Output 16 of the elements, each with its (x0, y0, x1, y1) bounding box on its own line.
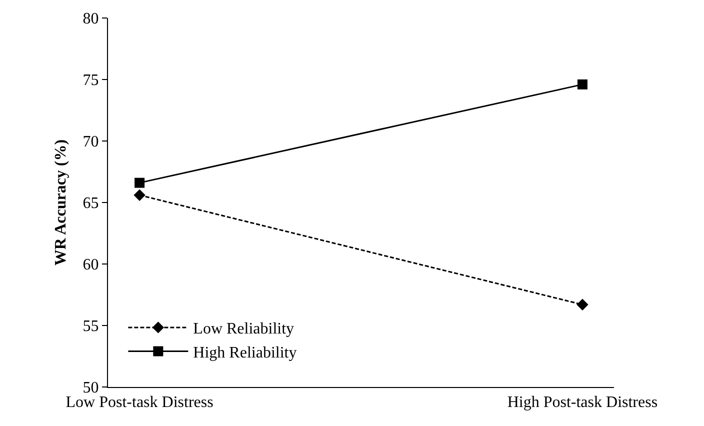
legend-label: High Reliability (193, 344, 297, 362)
x-tick-label: High Post-task Distress (507, 394, 658, 412)
y-tick-label: 50 (82, 380, 99, 397)
y-tick-label: 70 (82, 134, 99, 151)
y-axis-title: WR Accuracy (%) (52, 139, 70, 266)
y-tick-label: 65 (82, 195, 99, 212)
point (134, 189, 146, 201)
y-tick-label: 55 (82, 318, 99, 336)
y-tick-label: 75 (82, 72, 99, 90)
y-tick-label: 80 (82, 10, 99, 28)
legend-label: Low Reliability (193, 320, 294, 338)
point (577, 79, 588, 90)
y-tick-label: 60 (82, 256, 99, 274)
point (134, 178, 145, 188)
x-tick-label: Low Post-task Distress (66, 394, 214, 412)
point (576, 298, 588, 310)
